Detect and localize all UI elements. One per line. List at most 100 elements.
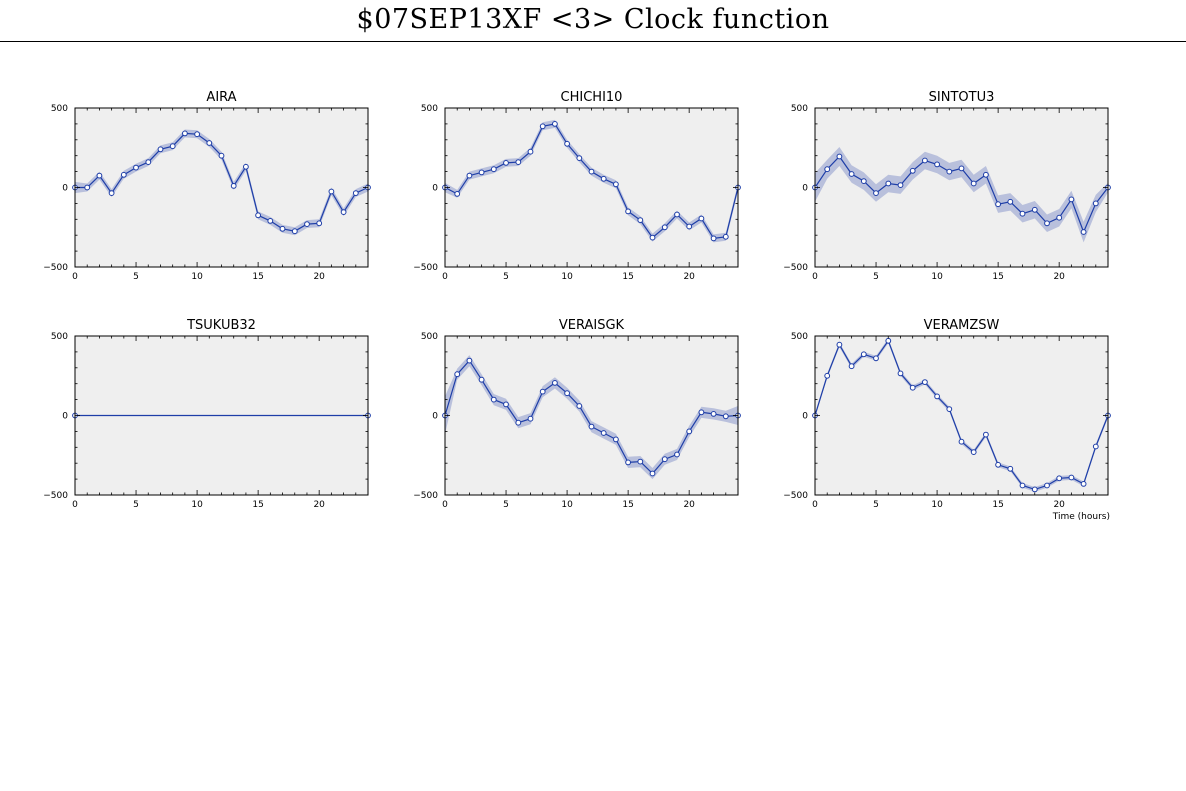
data-point bbox=[588, 168, 595, 175]
y-tick-label: 0 bbox=[802, 184, 808, 194]
chart-title: SINTOTU3 bbox=[929, 90, 995, 105]
data-point bbox=[649, 234, 656, 241]
data-point bbox=[824, 166, 831, 173]
x-tick-label: 0 bbox=[812, 500, 818, 510]
page-title: $07SEP13XF <3> Clock function bbox=[356, 4, 830, 35]
data-point bbox=[1044, 220, 1050, 227]
data-point bbox=[515, 159, 522, 166]
x-tick-label: 0 bbox=[442, 500, 448, 510]
data-point bbox=[478, 169, 485, 176]
data-point bbox=[1080, 481, 1087, 487]
y-tick-label: 500 bbox=[51, 332, 68, 342]
y-tick-label: 500 bbox=[421, 104, 438, 114]
y-tick-label: 500 bbox=[51, 104, 68, 114]
data-point bbox=[885, 180, 892, 187]
data-point bbox=[466, 172, 473, 179]
data-point bbox=[946, 168, 953, 175]
data-point bbox=[490, 166, 497, 173]
data-point bbox=[588, 423, 595, 430]
data-point bbox=[934, 161, 940, 168]
x-tick-label: 15 bbox=[252, 272, 263, 282]
data-point bbox=[564, 390, 570, 397]
x-tick-label: 20 bbox=[1053, 500, 1065, 510]
data-point bbox=[279, 225, 286, 232]
data-point bbox=[552, 380, 558, 386]
data-point bbox=[970, 449, 977, 456]
x-tick-label: 10 bbox=[191, 500, 203, 510]
data-point bbox=[970, 180, 977, 187]
data-point bbox=[206, 140, 213, 146]
x-tick-label: 5 bbox=[133, 272, 139, 282]
x-axis-label: Time (hours) bbox=[1052, 512, 1110, 522]
data-point bbox=[710, 411, 717, 417]
data-point bbox=[613, 181, 619, 188]
plot-area bbox=[445, 108, 738, 267]
data-point bbox=[909, 384, 916, 391]
data-point bbox=[1068, 196, 1075, 203]
y-tick-label: −500 bbox=[783, 491, 808, 501]
plot-area bbox=[815, 336, 1108, 495]
data-point bbox=[340, 209, 347, 216]
x-tick-label: 20 bbox=[313, 272, 325, 282]
y-tick-label: 0 bbox=[432, 184, 438, 194]
data-point bbox=[897, 370, 904, 377]
plot-area bbox=[815, 108, 1108, 267]
data-point bbox=[218, 152, 225, 159]
data-point bbox=[490, 396, 497, 403]
y-tick-label: 0 bbox=[62, 184, 68, 194]
data-point bbox=[722, 233, 729, 240]
data-point bbox=[649, 470, 656, 477]
x-tick-label: 5 bbox=[873, 272, 879, 282]
data-point bbox=[564, 140, 570, 147]
y-tick-label: 0 bbox=[802, 412, 808, 422]
data-point bbox=[686, 223, 693, 230]
y-tick-label: 500 bbox=[791, 104, 808, 114]
data-point bbox=[661, 456, 668, 463]
data-point bbox=[108, 190, 115, 197]
chart-panel: 0 5 10 15 20 500 0 −500 TSUKUB32 bbox=[43, 318, 371, 510]
x-tick-label: 10 bbox=[561, 500, 573, 510]
x-tick-label: 10 bbox=[191, 272, 203, 282]
x-tick-label: 20 bbox=[683, 500, 695, 510]
title-rule bbox=[0, 41, 1186, 42]
y-tick-label: 500 bbox=[421, 332, 438, 342]
y-tick-label: 0 bbox=[62, 412, 68, 422]
chart-title: VERAMZSW bbox=[924, 318, 1000, 333]
data-point bbox=[478, 376, 485, 383]
data-point bbox=[922, 379, 928, 386]
data-point bbox=[600, 175, 607, 182]
chart-panel: 0 5 10 15 20 500 0 −500 VERAISGK bbox=[413, 318, 741, 510]
data-point bbox=[698, 409, 705, 416]
x-tick-label: 5 bbox=[503, 272, 509, 282]
y-tick-label: −500 bbox=[43, 263, 68, 273]
x-tick-label: 0 bbox=[72, 500, 78, 510]
data-point bbox=[1068, 474, 1075, 481]
data-point bbox=[637, 458, 644, 465]
data-point bbox=[946, 406, 953, 413]
chart-title: TSUKUB32 bbox=[186, 318, 256, 333]
data-point bbox=[328, 188, 335, 195]
data-point bbox=[848, 363, 855, 370]
data-point bbox=[1019, 210, 1026, 217]
data-point bbox=[503, 401, 509, 408]
data-point bbox=[836, 341, 843, 348]
data-point bbox=[304, 221, 310, 228]
data-point bbox=[860, 178, 867, 185]
data-point bbox=[1019, 482, 1026, 489]
data-point bbox=[824, 372, 831, 379]
data-point bbox=[674, 451, 680, 458]
data-point bbox=[661, 224, 668, 231]
data-point bbox=[1056, 214, 1063, 221]
data-point bbox=[686, 428, 693, 435]
data-point bbox=[625, 208, 631, 215]
data-point bbox=[995, 461, 1001, 468]
data-point bbox=[1007, 465, 1014, 472]
data-point bbox=[836, 153, 843, 160]
chart-title: VERAISGK bbox=[559, 318, 625, 333]
data-point bbox=[552, 121, 558, 127]
data-point bbox=[527, 148, 534, 155]
data-point bbox=[169, 143, 176, 150]
x-tick-label: 0 bbox=[442, 272, 448, 282]
x-tick-label: 0 bbox=[72, 272, 78, 282]
